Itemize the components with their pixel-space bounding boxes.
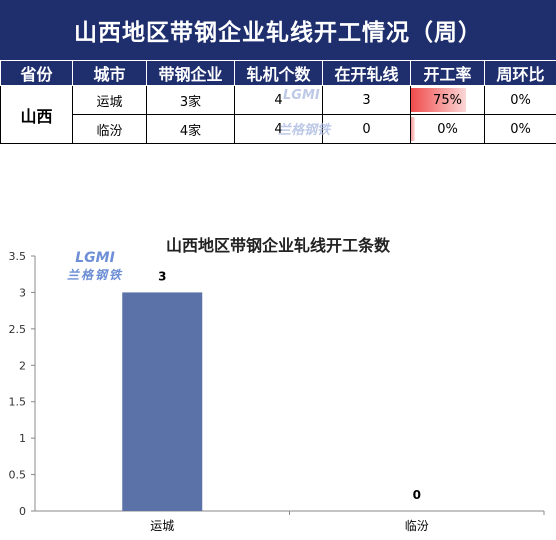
header-running: 在开轧线 bbox=[323, 61, 411, 86]
watermark-cn: 兰格钢铁 bbox=[278, 119, 330, 138]
x-tick-label: 临汾 bbox=[405, 519, 429, 533]
wow-cell: 0% bbox=[485, 115, 556, 144]
data-label: 3 bbox=[158, 269, 166, 283]
watermark-logo: LGMI bbox=[283, 88, 320, 103]
y-tick-label: 0.5 bbox=[9, 469, 27, 482]
rate-value: 0% bbox=[437, 122, 458, 137]
logo-mark: LGMI bbox=[64, 250, 126, 266]
y-tick-label: 2.5 bbox=[9, 323, 27, 336]
y-tick-label: 2 bbox=[19, 359, 26, 372]
province-cell: 山西 bbox=[1, 86, 73, 144]
y-tick-label: 1.5 bbox=[9, 396, 27, 409]
header-mills: 轧机个数 bbox=[235, 61, 323, 86]
header-rate: 开工率 bbox=[411, 61, 485, 86]
companies-cell: 4家 bbox=[147, 115, 235, 144]
rate-bar bbox=[411, 117, 415, 141]
table-row: 山西 运城 3家 4 3 75% 0% bbox=[1, 86, 556, 115]
running-cell: 0 bbox=[323, 115, 411, 144]
rate-cell: 75% bbox=[411, 86, 485, 115]
data-label: 0 bbox=[413, 488, 421, 502]
y-tick-label: 3 bbox=[19, 286, 26, 299]
city-cell: 运城 bbox=[73, 86, 147, 115]
header-city: 城市 bbox=[73, 61, 147, 86]
rate-cell: 0% bbox=[411, 115, 485, 144]
running-cell: 3 bbox=[323, 86, 411, 115]
table-header-row: 省份 城市 带钢企业 轧机个数 在开轧线 开工率 周环比 bbox=[1, 61, 556, 86]
y-tick-label: 1 bbox=[19, 432, 26, 445]
y-tick-label: 0 bbox=[19, 505, 26, 518]
chart-logo: LGMI 兰格钢铁 bbox=[64, 250, 126, 283]
rate-value: 75% bbox=[433, 93, 462, 108]
page-title: 山西地区带钢企业轧线开工情况（周） bbox=[0, 0, 556, 60]
city-cell: 临汾 bbox=[73, 115, 147, 144]
logo-text: 兰格钢铁 bbox=[64, 266, 126, 283]
header-companies: 带钢企业 bbox=[147, 61, 235, 86]
companies-cell: 3家 bbox=[147, 86, 235, 115]
x-tick-label: 运城 bbox=[150, 519, 174, 533]
bar bbox=[122, 292, 202, 511]
header-province: 省份 bbox=[1, 61, 73, 86]
header-wow: 周环比 bbox=[485, 61, 556, 86]
wow-cell: 0% bbox=[485, 86, 556, 115]
